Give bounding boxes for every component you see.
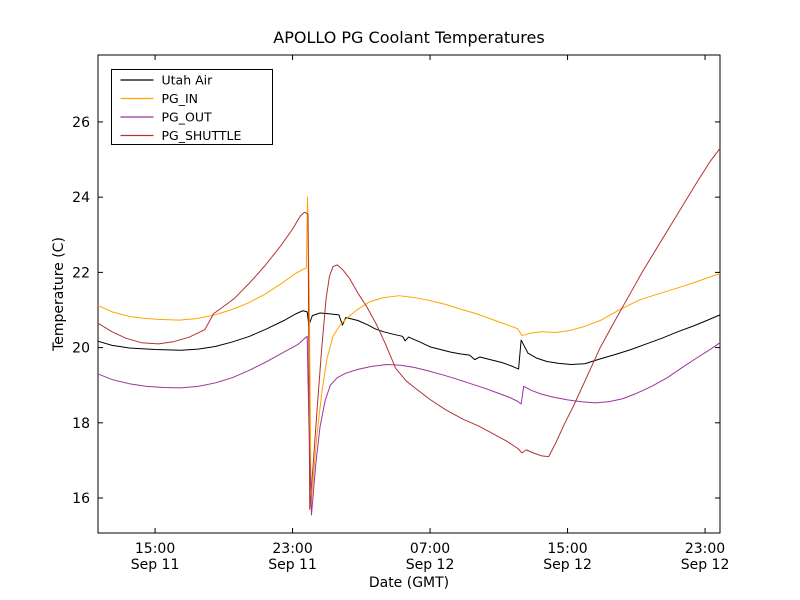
x-tick-label-time: 15:00 <box>135 541 175 557</box>
x-tick-label-date: Sep 12 <box>406 557 455 573</box>
legend-label-utah-air: Utah Air <box>162 73 214 88</box>
legend-box <box>111 69 273 145</box>
y-tick-label: 20 <box>72 341 90 357</box>
y-axis-label: Temperature (C) <box>51 237 67 352</box>
x-tick-label-time: 15:00 <box>547 541 587 557</box>
y-tick-label: 24 <box>72 190 90 206</box>
y-tick-label: 22 <box>72 265 90 281</box>
x-tick-label-time: 23:00 <box>685 541 725 557</box>
series-line-pg-out <box>97 335 721 516</box>
legend-label-pg-shuttle: PG_SHUTTLE <box>162 128 242 143</box>
x-tick-label-date: Sep 11 <box>268 557 317 573</box>
legend-label-pg-out: PG_OUT <box>162 110 212 125</box>
series-line-utah-air <box>97 310 721 370</box>
series-line-pg-shuttle <box>97 147 721 510</box>
x-tick-label-date: Sep 12 <box>681 557 730 573</box>
legend-label-pg-in: PG_IN <box>162 91 199 106</box>
x-axis-label: Date (GMT) <box>369 575 449 591</box>
x-tick-label-time: 07:00 <box>410 541 450 557</box>
y-tick-label: 26 <box>72 115 90 131</box>
chart-title: APOLLO PG Coolant Temperatures <box>273 28 544 47</box>
x-tick-label-date: Sep 12 <box>543 557 592 573</box>
series-line-pg-in <box>97 196 721 505</box>
x-tick-label-date: Sep 11 <box>131 557 180 573</box>
y-tick-label: 18 <box>72 416 90 432</box>
y-tick-label: 16 <box>72 491 90 507</box>
plot-frame <box>97 54 721 534</box>
x-tick-label-time: 23:00 <box>272 541 312 557</box>
